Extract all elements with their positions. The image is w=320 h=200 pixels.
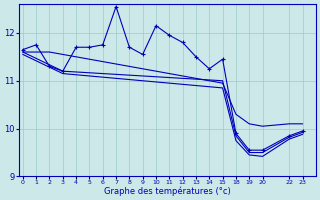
- X-axis label: Graphe des températures (°c): Graphe des températures (°c): [104, 186, 231, 196]
